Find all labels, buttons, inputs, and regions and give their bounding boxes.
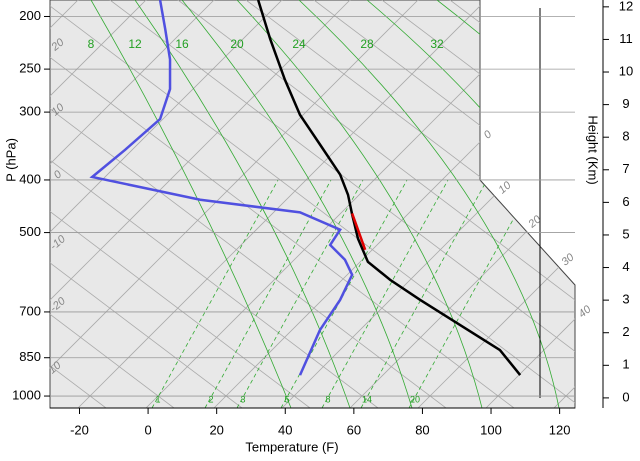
isotherm-line [281,0,575,408]
y2-tick-label: 12 [619,0,633,13]
y2-tick-label: 1 [622,357,629,372]
y2-tick-label: 10 [619,63,633,78]
profile-line [350,213,367,251]
y-tick-label: 1000 [12,387,41,402]
x-tick-label: -20 [70,422,89,437]
y2-tick-label: 8 [622,129,629,144]
mixing-ratio-line [321,179,449,408]
isotherm-label: 10 [496,179,514,197]
isotherm-line [77,0,499,408]
x-tick-label: 80 [415,422,429,437]
mixing-ratio-label: 2 [208,394,213,404]
profile-line [89,0,354,376]
isotherm-label: 40 [576,303,594,321]
mixing-ratio-line [236,179,364,408]
dry-adiabat [50,0,243,408]
dry-adiabat [381,0,575,408]
mixing-ratio-line [151,179,279,408]
moist-adiabat [90,0,292,408]
isotherm-label: 20 [526,213,545,231]
moist-adiabat-label: 8 [88,37,95,51]
moist-adiabat-label: 16 [175,37,189,51]
moist-adiabat-label: 12 [128,37,142,51]
y-axis-label: P (hPa) [3,138,18,182]
y2-tick-label: 11 [619,31,633,46]
mixing-ratio-label: 20 [410,394,420,404]
isotherm-line [485,0,575,408]
moist-adiabat [134,0,351,408]
moist-adiabat-label: 24 [292,37,306,51]
mixing-ratio-label: 8 [325,394,330,404]
y2-tick-label: 2 [622,324,629,339]
isotherm-line [50,0,227,408]
mixing-ratio-label: 5 [284,394,289,404]
moist-adiabat [236,0,483,408]
mixing-ratio-line [408,179,536,408]
y2-tick-label: 7 [622,161,629,176]
x-tick-label: 100 [480,422,502,437]
moist-adiabat-label: 20 [230,37,244,51]
dry-adiabat [313,0,575,408]
mixing-ratio-label: 1 [155,394,160,404]
x-tick-label: 40 [278,422,292,437]
isotherm-line [50,0,159,408]
y-tick-label: 850 [19,349,41,364]
x-tick-label: 60 [347,422,361,437]
moist-adiabat-label: 32 [430,37,444,51]
moist-adiabat-label: 28 [360,37,374,51]
y-tick-label: 400 [19,171,41,186]
mixing-ratio-label: 3 [240,394,245,404]
mixing-ratio-label: 14 [362,394,372,404]
y2-tick-label: 3 [622,292,629,307]
x-tick-label: 20 [209,422,223,437]
x-axis-label: Temperature (F) [245,439,338,454]
y2-tick-label: 4 [622,259,629,274]
mixing-ratio-line [360,179,488,408]
background-lines [50,0,575,408]
y2-tick-label: 9 [622,96,629,111]
y2-tick-label: 5 [622,226,629,241]
x-tick-label: 0 [144,422,151,437]
isotherm-line [50,0,295,408]
y-tick-label: 500 [19,224,41,239]
isotherm-line [50,0,363,408]
y2-axis-label: Height (Km) [586,115,601,184]
isotherm-label: 30 [559,251,577,269]
isotherm-line [50,0,431,408]
y2-tick-label: 6 [622,194,629,209]
isotherm-label: 0 [482,128,495,142]
y-tick-label: 300 [19,104,41,119]
y-tick-label: 700 [19,303,41,318]
moist-adiabat [298,0,560,408]
moist-adiabat [181,0,413,408]
y2-tick-label: 0 [622,389,629,404]
y-tick-label: 200 [19,8,41,23]
dry-adiabat [50,0,175,408]
y-tick-label: 250 [19,61,41,76]
isotherm-line [417,0,575,408]
x-tick-label: 120 [549,422,571,437]
